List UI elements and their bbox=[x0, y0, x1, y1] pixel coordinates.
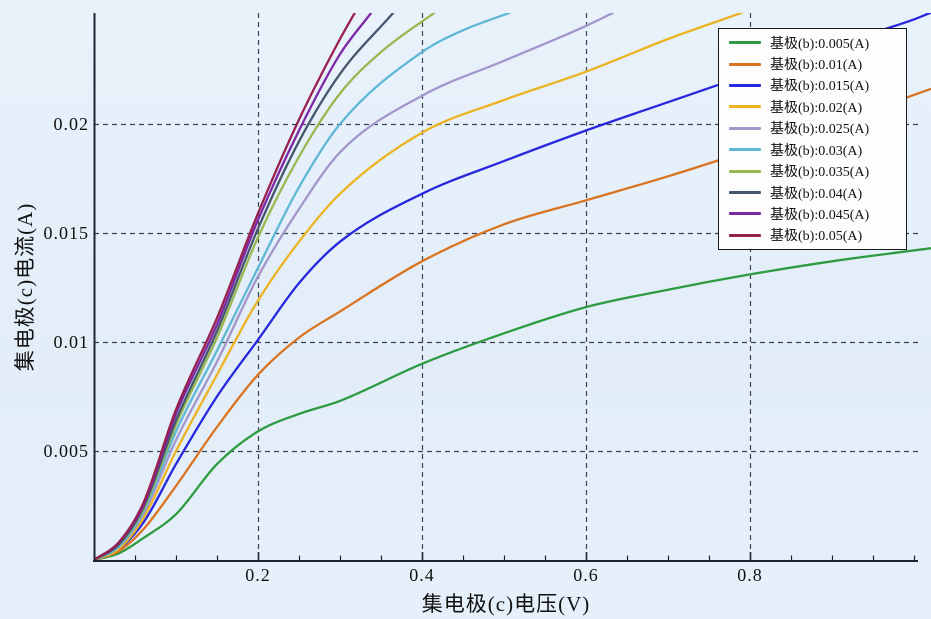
legend-swatch bbox=[729, 126, 761, 130]
x-tick-label: 0.6 bbox=[573, 565, 599, 585]
x-tick-label: 0.2 bbox=[245, 565, 271, 585]
legend-item: 基极(b):0.045(A) bbox=[725, 203, 900, 224]
legend-label: 基极(b):0.04(A) bbox=[770, 186, 863, 202]
y-tick-label: 0.005 bbox=[44, 441, 90, 461]
legend-item: 基极(b):0.01(A) bbox=[725, 53, 900, 74]
legend-item: 基极(b):0.04(A) bbox=[725, 182, 900, 203]
legend-swatch bbox=[729, 191, 761, 195]
legend-label: 基极(b):0.03(A) bbox=[770, 143, 863, 159]
legend-label: 基极(b):0.035(A) bbox=[770, 165, 870, 181]
legend-swatch bbox=[729, 233, 761, 237]
x-axis-title: 集电极(c)电压(V) bbox=[421, 592, 591, 616]
legend-swatch bbox=[729, 83, 761, 87]
x-tick-label: 0.8 bbox=[737, 565, 763, 585]
legend-swatch bbox=[729, 62, 761, 66]
legend-item: 基极(b):0.015(A) bbox=[725, 75, 900, 96]
series-curve bbox=[94, 13, 373, 560]
y-tick-label: 0.02 bbox=[54, 114, 90, 134]
legend-item: 基极(b):0.035(A) bbox=[725, 160, 900, 181]
legend-swatch bbox=[729, 105, 761, 109]
legend-item: 基极(b):0.02(A) bbox=[725, 96, 900, 117]
series-curve bbox=[94, 247, 931, 560]
series-curve bbox=[94, 13, 615, 560]
legend-label: 基极(b):0.05(A) bbox=[770, 229, 863, 245]
legend-label: 基极(b):0.02(A) bbox=[770, 100, 863, 116]
legend-label: 基极(b):0.025(A) bbox=[770, 122, 870, 138]
series-curve bbox=[94, 13, 395, 560]
legend-label: 基极(b):0.015(A) bbox=[770, 79, 870, 95]
legend: 基极(b):0.005(A) 基极(b):0.01(A) 基极(b):0.015(A… bbox=[718, 28, 907, 250]
legend-swatch bbox=[729, 212, 761, 216]
legend-swatch bbox=[729, 169, 761, 173]
legend-label: 基极(b):0.005(A) bbox=[770, 36, 870, 52]
curves bbox=[94, 13, 931, 560]
series-curve bbox=[94, 13, 743, 560]
y-tick-label: 0.015 bbox=[44, 223, 90, 243]
legend-swatch bbox=[729, 41, 761, 45]
legend-label: 基极(b):0.045(A) bbox=[770, 207, 870, 223]
axes: 0.2 0.4 0.6 0.8 0.005 0.01 0.015 0.02 bbox=[44, 13, 918, 585]
legend-label: 基极(b):0.01(A) bbox=[770, 58, 863, 74]
legend-swatch bbox=[729, 148, 761, 152]
series-curve bbox=[94, 13, 436, 560]
y-axis-title: 集电极(c)电流(A) bbox=[13, 202, 37, 372]
y-tick-label: 0.01 bbox=[54, 332, 90, 352]
legend-item: 基极(b):0.05(A) bbox=[725, 225, 900, 246]
series-curve bbox=[94, 13, 356, 560]
x-tick-label: 0.4 bbox=[409, 565, 435, 585]
legend-item: 基极(b):0.03(A) bbox=[725, 139, 900, 160]
legend-item: 基极(b):0.005(A) bbox=[725, 32, 900, 53]
legend-item: 基极(b):0.025(A) bbox=[725, 118, 900, 139]
